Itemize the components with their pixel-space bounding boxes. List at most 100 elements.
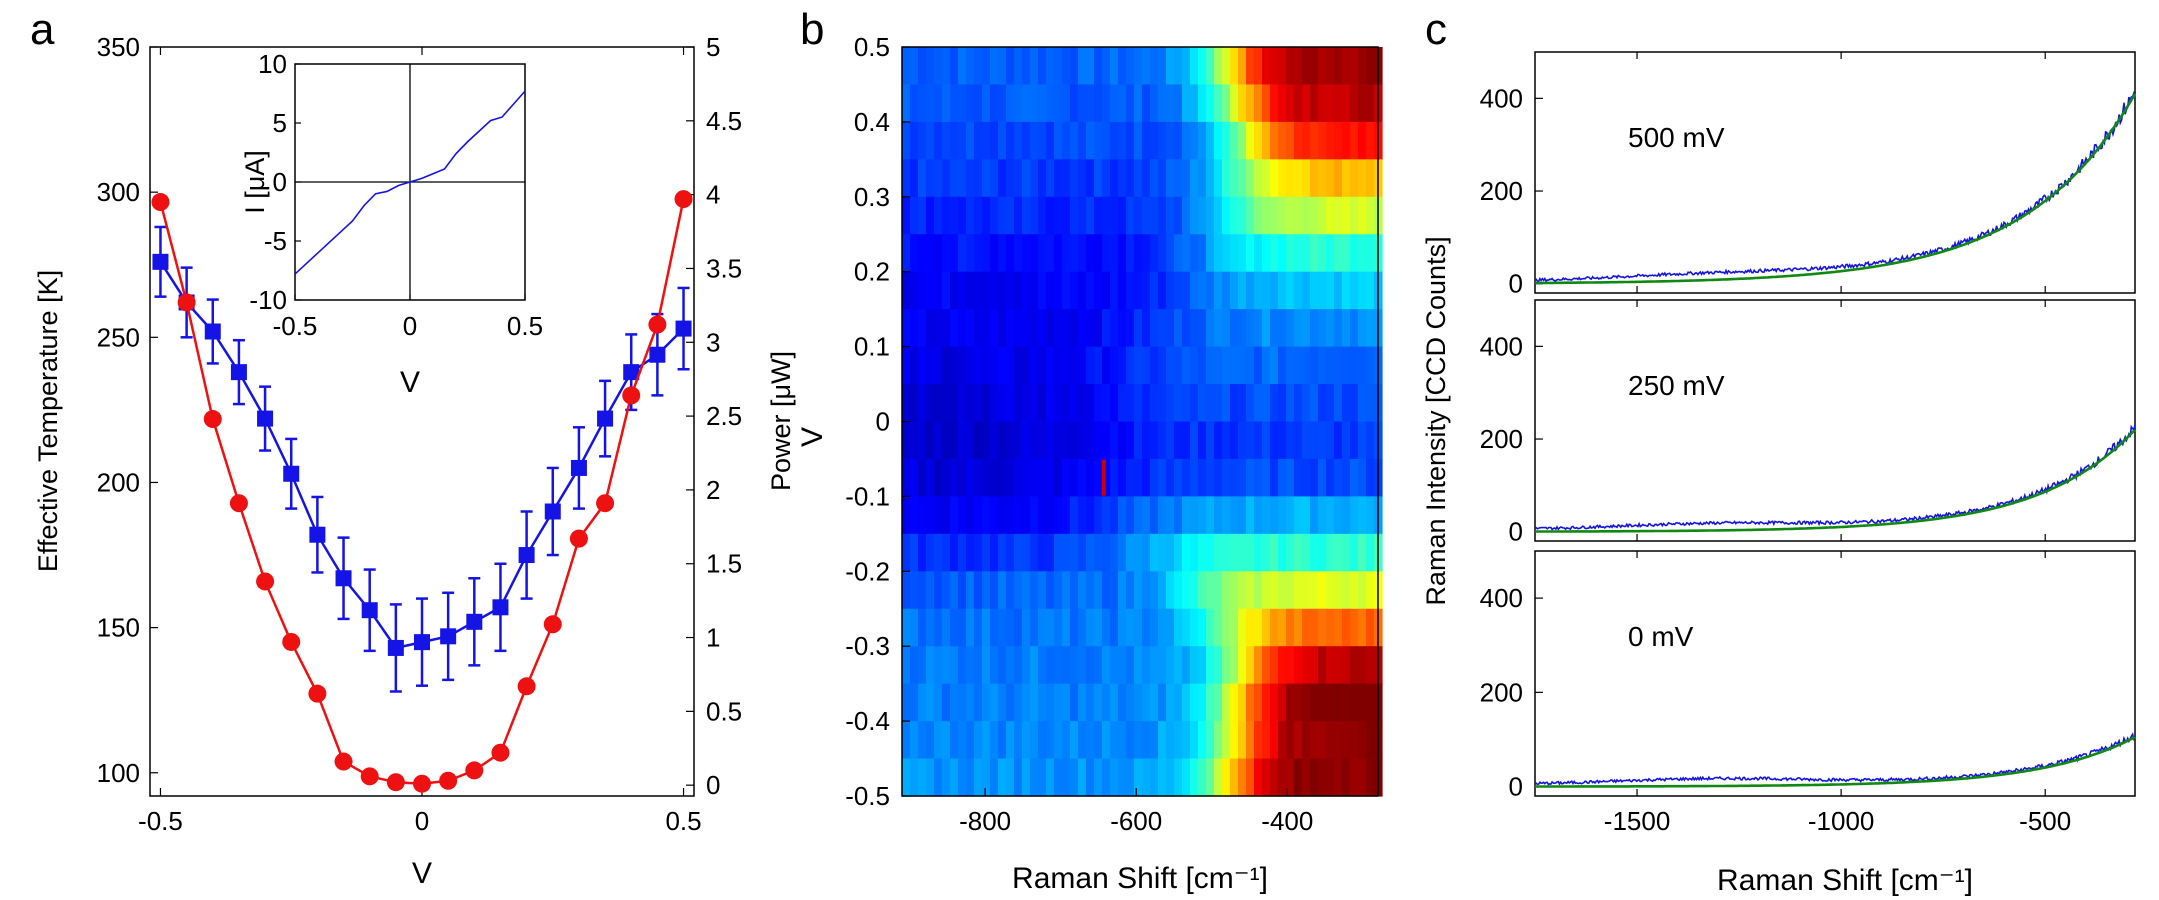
heatmap-cell [1294, 272, 1303, 310]
heatmap-cell [1038, 422, 1047, 460]
heatmap-cell [1230, 496, 1239, 534]
heatmap-cell [1366, 309, 1375, 347]
panel-a-ylabel: Effective Temperature [K] [33, 270, 63, 572]
heatmap-cell [1190, 234, 1199, 272]
heatmap-cell [1262, 159, 1271, 197]
a-y2tick-label: 2 [706, 475, 720, 505]
heatmap-cell [1134, 159, 1143, 197]
heatmap-cell [1110, 84, 1119, 122]
heatmap-cell [1126, 459, 1135, 497]
heatmap-cell [1054, 609, 1063, 647]
heatmap-cell [1310, 47, 1319, 85]
heatmap-cell [1246, 384, 1255, 422]
heatmap-cell [1270, 234, 1279, 272]
heatmap-cell [1238, 347, 1247, 385]
heatmap-cell [1158, 197, 1167, 235]
heatmap-cell [1342, 721, 1351, 759]
heatmap-cell [1326, 759, 1335, 797]
heatmap-cell [1294, 759, 1303, 797]
inset-ytick-label: 10 [258, 49, 287, 79]
heatmap-cell [902, 234, 911, 272]
heatmap-cell [966, 684, 975, 722]
heatmap-cell [1158, 534, 1167, 572]
heatmap-cell [1214, 684, 1223, 722]
heatmap-cell [1006, 684, 1015, 722]
heatmap-cell [1086, 234, 1095, 272]
heatmap-cell [1246, 609, 1255, 647]
heatmap-cell [1342, 347, 1351, 385]
heatmap-cell [1038, 47, 1047, 85]
heatmap-cell [1198, 496, 1207, 534]
heatmap-cell [1070, 571, 1079, 609]
heatmap-cell [1022, 684, 1031, 722]
heatmap-cell [934, 272, 943, 310]
heatmap-cell [1358, 47, 1367, 85]
heatmap-cell [1126, 159, 1135, 197]
heatmap-cell [1062, 609, 1071, 647]
heatmap-cell [1166, 347, 1175, 385]
heatmap-cell [1022, 159, 1031, 197]
heatmap-cell [1310, 309, 1319, 347]
heatmap-cell [1166, 646, 1175, 684]
temperature-point [152, 254, 168, 270]
heatmap-cell [1134, 384, 1143, 422]
c-ytick-label: 400 [1480, 83, 1523, 113]
heatmap-cell [1006, 122, 1015, 160]
heatmap-cell [934, 496, 943, 534]
heatmap-cell [1070, 159, 1079, 197]
heatmap-cell [1142, 197, 1151, 235]
heatmap-cell [1286, 47, 1295, 85]
heatmap-cell [942, 347, 951, 385]
heatmap-cell [1174, 534, 1183, 572]
heatmap-cell [1366, 347, 1375, 385]
heatmap-cell [1174, 234, 1183, 272]
heatmap-cell [1198, 646, 1207, 684]
heatmap-cell [1134, 84, 1143, 122]
heatmap-cell [1110, 534, 1119, 572]
heatmap-cell [1134, 459, 1143, 497]
heatmap-cell [1022, 496, 1031, 534]
heatmap-cell [942, 197, 951, 235]
temperature-point [257, 411, 273, 427]
heatmap-cell [918, 347, 927, 385]
heatmap-cell [902, 309, 911, 347]
heatmap-cell [1046, 609, 1055, 647]
c-ytick-label: 400 [1480, 331, 1523, 361]
temperature-point [440, 628, 456, 644]
heatmap-cell [1110, 459, 1119, 497]
heatmap-cell [1206, 84, 1215, 122]
heatmap-cell [934, 534, 943, 572]
heatmap-cell [1246, 309, 1255, 347]
heatmap-cell [1126, 571, 1135, 609]
heatmap-cell [950, 197, 959, 235]
heatmap-cell [1318, 571, 1327, 609]
heatmap-cell [1174, 422, 1183, 460]
heatmap-cell [1326, 571, 1335, 609]
heatmap-cell [1118, 684, 1127, 722]
heatmap-cell [1326, 47, 1335, 85]
heatmap-cell [1070, 759, 1079, 797]
heatmap-cell [1238, 759, 1247, 797]
heatmap-cell [1150, 309, 1159, 347]
heatmap-cell [1182, 84, 1191, 122]
heatmap-cell [1278, 384, 1287, 422]
heatmap-cell [1142, 609, 1151, 647]
heatmap-cell [910, 309, 919, 347]
heatmap-cell [1302, 459, 1311, 497]
heatmap-cell [1086, 571, 1095, 609]
c-xtick-label: -500 [2019, 806, 2071, 836]
heatmap-cell [1046, 309, 1055, 347]
heatmap-cell [1366, 47, 1375, 85]
heatmap-cell [1350, 272, 1359, 310]
heatmap-cell [1094, 347, 1103, 385]
heatmap-cell [1254, 159, 1263, 197]
heatmap-cell [1078, 496, 1087, 534]
heatmap-cell [942, 759, 951, 797]
heatmap-cell [918, 684, 927, 722]
panel-a-letter: a [30, 5, 55, 54]
heatmap-cell [1014, 47, 1023, 85]
heatmap-cell [1286, 534, 1295, 572]
heatmap-cell [1342, 646, 1351, 684]
heatmap-cell [1254, 84, 1263, 122]
heatmap-cell [998, 84, 1007, 122]
